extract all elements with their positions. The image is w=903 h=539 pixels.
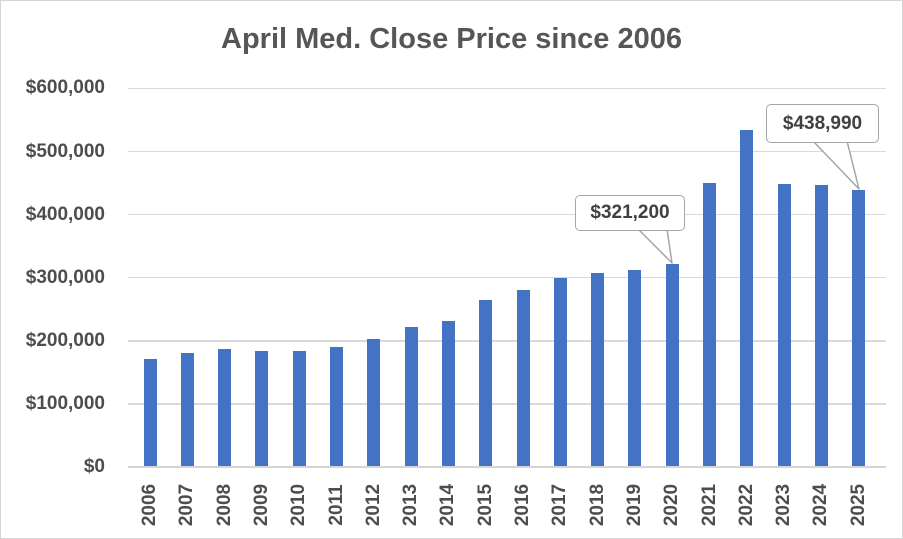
bar-2012 [367,338,381,466]
bar-2024 [814,184,828,466]
bar-2008 [218,349,232,466]
bar-2017 [553,277,567,466]
bar-2025 [852,190,866,466]
chart-title: April Med. Close Price since 2006 [221,23,682,55]
y-axis-tick-label: $0 [83,456,105,477]
bar-2007 [180,353,194,466]
bar-2019 [628,270,642,466]
bar-2013 [404,326,418,466]
callout-pointer-2025 [812,140,860,190]
bar-2010 [292,350,306,466]
y-axis-tick-label: $200,000 [25,329,105,351]
callout-2020: $321,200 [575,195,685,231]
callout-2025: $438,990 [766,104,879,143]
bar-2006 [143,359,157,466]
bar-2020 [665,264,679,466]
y-axis-tick-label: $100,000 [25,392,105,414]
gridline [128,213,886,216]
y-axis-tick-label: $400,000 [25,203,105,225]
bar-2018 [591,272,605,466]
gridline [128,87,886,90]
y-axis-tick-label: $600,000 [25,77,105,99]
y-axis-tick-label: $500,000 [25,140,105,162]
gridline [128,150,886,153]
bar-2016 [516,290,530,466]
x-axis-line [128,466,886,468]
y-axis-tick-label: $300,000 [25,266,105,288]
bar-2009 [255,350,269,466]
bar-2021 [703,183,716,466]
gridline [128,403,886,405]
bar-2015 [479,299,493,466]
bar-2023 [777,184,791,466]
bar-2014 [441,320,455,466]
gridline [128,276,886,279]
gridline [128,340,886,342]
callout-pointer-2020 [637,228,673,264]
bar-2011 [330,347,343,466]
bar-2022 [740,130,754,466]
